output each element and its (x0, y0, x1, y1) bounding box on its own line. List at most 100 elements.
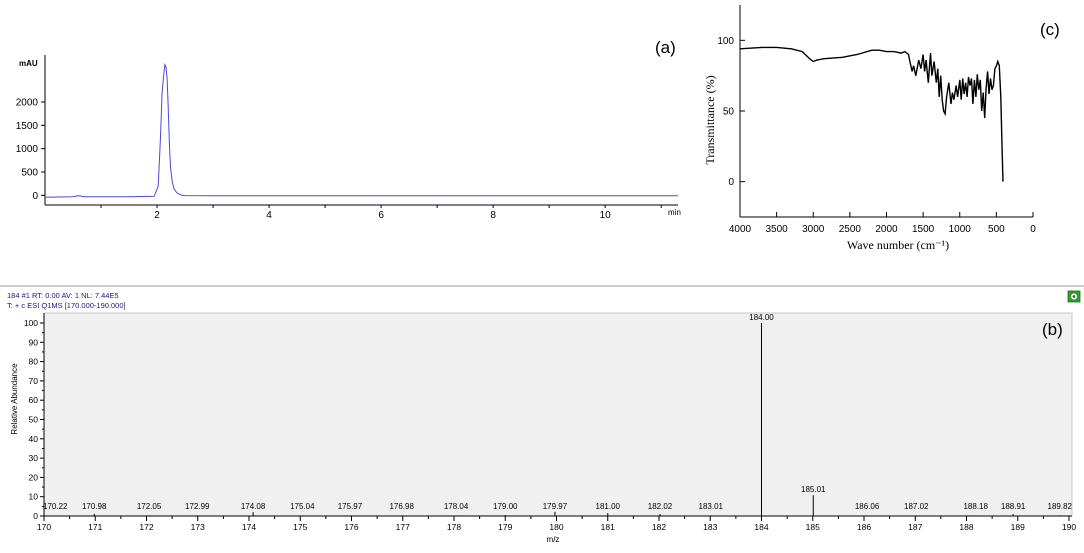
panel-a-label: (a) (655, 38, 676, 57)
panel-b-xtick-label: 188 (959, 522, 973, 532)
panel-b-tick-labels: 0 10 20 30 40 50 60 70 80 90 100 170 171 172 173 174 175… (24, 318, 1077, 532)
panel-c-xtick-label: 4000 (729, 224, 752, 235)
panel-b-label: (b) (1042, 320, 1063, 339)
panel-c-xtick-label: 1000 (949, 224, 972, 235)
panel-c-xtick-label: 2000 (875, 224, 898, 235)
panel-a-ytick-label: 2000 (16, 98, 39, 109)
panel-a-xtick-label: 10 (600, 210, 612, 221)
panel-a-xtick-label: 6 (378, 210, 384, 221)
panel-c-xtick-label: 3000 (802, 224, 825, 235)
panel-b-axes (40, 313, 1072, 521)
panel-b-ylabel: Relative Abundance (10, 363, 19, 435)
panel-b-peak-label: 179.97 (543, 502, 568, 511)
panel-b-peaks: 170.22 170.98 172.05 172.99 174.08 175.04 175.… (43, 313, 1073, 516)
panel-b-xtick-label: 178 (447, 522, 461, 532)
panel-b-header-line2: T: + c ESI Q1MS [170.000-190.000] (7, 301, 126, 310)
panel-c-trace-line (739, 46, 1004, 182)
panel-b-xlabel: m/z (547, 535, 560, 544)
panel-b-xtick-label: 177 (396, 522, 410, 532)
panel-b-header-line1: 184 #1 RT: 0.00 AV: 1 NL: 7.44E5 (7, 291, 119, 300)
panel-b-xtick-label: 184 (754, 522, 768, 532)
panel-b-ytick-label: 100 (24, 318, 38, 328)
panel-b-peak-label: 175.97 (338, 502, 363, 511)
panel-c-xlabel: Wave number (cm⁻¹) (847, 238, 949, 252)
panel-c-axes (739, 5, 1034, 218)
panel-b-xtick-label: 171 (88, 522, 102, 532)
panel-b-peak-label: 174.08 (241, 502, 266, 511)
panel-c-label: (c) (1040, 20, 1060, 39)
panel-b-xtick-label: 187 (908, 522, 922, 532)
panel-a-trace-line (44, 62, 678, 198)
panel-b-ytick-label: 50 (29, 415, 39, 425)
panel-c-ytick-label: 0 (728, 177, 734, 188)
panel-c-xtick-label: 500 (988, 224, 1005, 235)
panel-c-ylabel: Transmittance (%) (703, 75, 717, 164)
panel-a-xtick-label: 8 (490, 210, 496, 221)
panel-b-peak-label: 179.00 (493, 502, 518, 511)
panel-a-xlabel: min (668, 208, 681, 217)
panel-b-peak-label: 172.99 (185, 502, 210, 511)
panel-b-ytick-label: 20 (29, 472, 39, 482)
panel-b-peak-label: 188.18 (963, 502, 988, 511)
panel-c-xtick-label: 3500 (766, 224, 789, 235)
panel-b-xtick-label: 181 (601, 522, 615, 532)
panel-b-peak-label: 178.04 (444, 502, 469, 511)
panel-b-ytick-label: 70 (29, 376, 39, 386)
panel-c-ytick-label: 100 (717, 36, 734, 47)
panel-b-peak-label: 186.06 (855, 502, 880, 511)
panel-b-xtick-label: 174 (242, 522, 256, 532)
panel-c-xtick-label: 1500 (912, 224, 935, 235)
panel-b-peak-label: 188.91 (1001, 502, 1026, 511)
panel-b-plot-background (43, 312, 1073, 517)
panel-b-ytick-label: 40 (29, 434, 39, 444)
panel-b-ytick-label: 0 (33, 511, 38, 521)
panel-b-peak-label: 170.22 (43, 502, 68, 511)
panel-b-ytick-label: 80 (29, 357, 39, 367)
panel-a-ytick-label: 1000 (16, 144, 39, 155)
panel-b-xtick-label: 189 (1011, 522, 1025, 532)
panel-b-xtick-label: 173 (191, 522, 205, 532)
panel-a-ylabel: mAU (19, 59, 38, 68)
panel-b-xtick-label: 180 (549, 522, 563, 532)
panel-a-ytick-label: 0 (32, 191, 38, 202)
panel-b-peak-label: 184.00 (749, 313, 774, 322)
panel-b-peak-label: 189.82 (1048, 502, 1073, 511)
panel-a-chromatogram: (a) mAU min 0 500 1000 1500 2000 2 4 6 8 10 (16, 38, 681, 221)
panel-b-ytick-label: 30 (29, 453, 39, 463)
panel-b-peak-label: 181.00 (596, 502, 621, 511)
panel-a-xtick-label: 2 (154, 210, 160, 221)
panel-b-peak-label: 187.02 (904, 502, 929, 511)
panel-b-xtick-label: 176 (344, 522, 358, 532)
panel-b-peak-label: 176.98 (389, 502, 414, 511)
panel-c-xtick-label: 2500 (839, 224, 862, 235)
panel-b-peak-label: 185.01 (801, 485, 826, 494)
panel-b-peak-label: 170.98 (82, 502, 107, 511)
spectrum-view-icon[interactable] (1067, 290, 1081, 303)
panel-a-axes (41, 55, 678, 208)
panel-b-peak-label: 183.01 (699, 502, 724, 511)
panel-b-xtick-label: 186 (857, 522, 871, 532)
panel-c-xtick-label: 0 (1030, 224, 1036, 235)
panel-a-xtick-label: 4 (266, 210, 272, 221)
panel-b-mass-spectrum: 184 #1 RT: 0.00 AV: 1 NL: 7.44E5 T: + c … (0, 285, 1084, 544)
panel-b-peak-label: 182.02 (648, 502, 673, 511)
panel-a-ytick-label: 500 (21, 168, 38, 179)
panel-b-xtick-label: 185 (806, 522, 820, 532)
panel-a-tick-labels: 0 500 1000 1500 2000 2 4 6 8 10 (16, 98, 611, 222)
panel-b-ytick-label: 60 (29, 395, 39, 405)
panel-b-xtick-label: 190 (1062, 522, 1076, 532)
panel-b-peak-label: 172.05 (137, 502, 162, 511)
panel-b-xtick-label: 170 (37, 522, 51, 532)
panel-a-ytick-label: 1500 (16, 121, 39, 132)
panel-b-xtick-label: 175 (293, 522, 307, 532)
panel-b-xtick-label: 182 (652, 522, 666, 532)
panel-b-xtick-label: 183 (703, 522, 717, 532)
panel-b-ytick-label: 90 (29, 337, 39, 347)
panel-c-ytick-label: 50 (723, 107, 735, 118)
panel-b-xtick-label: 179 (498, 522, 512, 532)
panel-b-peak-label: 175.04 (290, 502, 315, 511)
panel-c-ir-spectrum: (c) Transmittance (%) Wave number (cm⁻¹)… (703, 5, 1060, 252)
panel-b-ytick-label: 10 (29, 492, 39, 502)
panel-b-xtick-label: 172 (139, 522, 153, 532)
